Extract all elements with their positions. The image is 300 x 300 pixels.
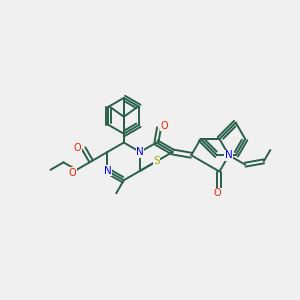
- Text: O: O: [74, 143, 82, 153]
- Text: O: O: [160, 121, 168, 131]
- Text: N: N: [103, 166, 111, 176]
- Text: N: N: [225, 150, 233, 160]
- Text: O: O: [214, 188, 221, 199]
- Text: S: S: [153, 156, 160, 167]
- Text: N: N: [136, 147, 144, 157]
- Text: O: O: [69, 168, 76, 178]
